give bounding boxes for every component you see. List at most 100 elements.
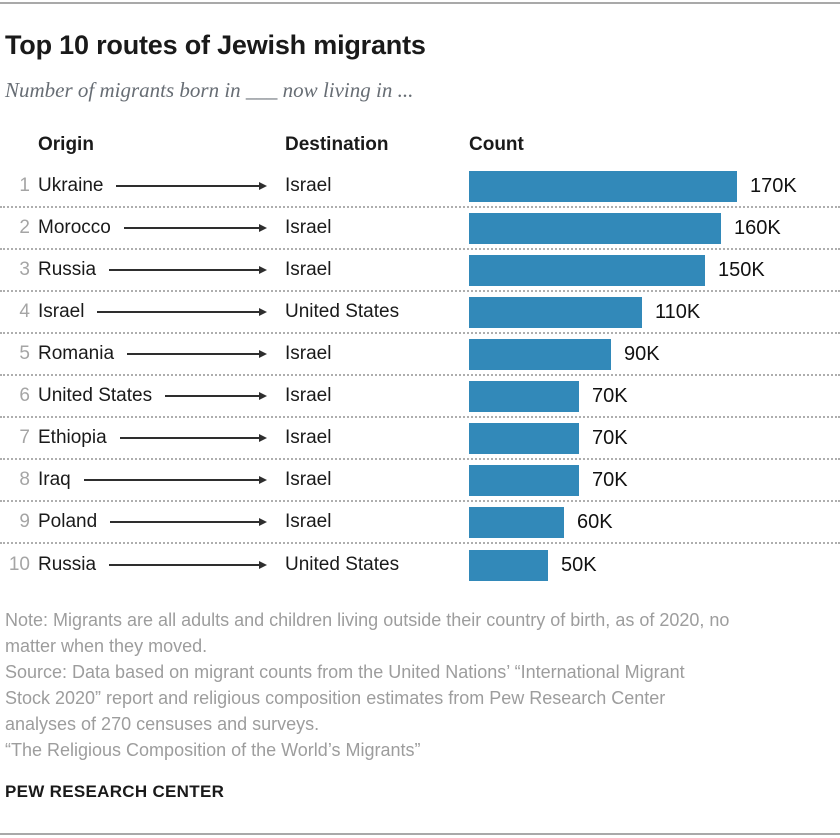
count-cell: 170K <box>469 170 840 202</box>
destination-label: Israel <box>285 343 332 364</box>
count-cell: 70K <box>469 464 840 496</box>
footnote-line: Stock 2020” report and religious composi… <box>5 688 666 708</box>
route-cell: Israel <box>30 301 277 323</box>
rank-number: 2 <box>19 217 30 238</box>
arrow-shaft <box>110 521 259 523</box>
arrow-head <box>259 266 267 274</box>
origin-label: Russia <box>38 554 97 575</box>
destination-label: Israel <box>285 511 332 532</box>
arrow-head <box>259 350 267 358</box>
destination-label: Israel <box>285 469 332 490</box>
right-arrow-icon <box>119 434 267 442</box>
count-cell: 60K <box>469 506 840 538</box>
count-label: 60K <box>577 510 613 533</box>
origin-label: Poland <box>38 511 98 532</box>
arrow-head <box>259 182 267 190</box>
origin-label: Israel <box>38 301 85 322</box>
route-cell: Morocco <box>30 217 277 239</box>
table-row: 6 United States Israel 70K <box>0 376 840 418</box>
count-label: 50K <box>561 553 597 576</box>
arrow-shaft <box>123 227 259 229</box>
count-label: 170K <box>750 174 797 197</box>
origin-label: Romania <box>38 343 115 364</box>
route-cell: Romania <box>30 343 277 365</box>
table-row: 4 Israel United States 110K <box>0 292 840 334</box>
arrow-shaft <box>109 269 259 271</box>
right-arrow-icon <box>110 518 267 526</box>
count-cell: 90K <box>469 338 840 370</box>
count-bar <box>469 296 642 328</box>
arrow-head <box>259 561 267 569</box>
rank-number: 8 <box>19 469 30 490</box>
count-bar <box>469 212 721 244</box>
rank-number: 7 <box>19 427 30 448</box>
count-label: 90K <box>624 342 660 365</box>
rank-number: 9 <box>19 511 30 532</box>
destination-label: Israel <box>285 259 332 280</box>
arrow-head <box>259 434 267 442</box>
footnote-line: “The Religious Composition of the World’… <box>5 740 421 760</box>
rank-number: 3 <box>19 259 30 280</box>
origin-column-header: Origin <box>38 134 94 155</box>
rank-number: 6 <box>19 385 30 406</box>
count-bar <box>469 506 564 538</box>
destination-label: Israel <box>285 427 332 448</box>
pew-research-center-wordmark: PEW RESEARCH CENTER <box>5 782 225 801</box>
chart-subtitle: Number of migrants born in ___ now livin… <box>5 78 414 102</box>
count-cell: 70K <box>469 380 840 412</box>
rank-number: 10 <box>8 554 30 575</box>
table-row: 9 Poland Israel 60K <box>0 502 840 544</box>
count-cell: 70K <box>469 422 840 454</box>
right-arrow-icon <box>109 266 267 274</box>
table-row: 3 Russia Israel 150K <box>0 250 840 292</box>
destination-label: Israel <box>285 175 332 196</box>
table-row: 7 Ethiopia Israel 70K <box>0 418 840 460</box>
count-bar <box>469 422 579 454</box>
table-row: 1 Ukraine Israel 170K <box>0 166 840 208</box>
right-arrow-icon <box>97 308 267 316</box>
arrow-head <box>259 224 267 232</box>
table-header: Origin Destination Count <box>0 130 840 160</box>
arrow-head <box>259 392 267 400</box>
arrow-shaft <box>97 311 259 313</box>
destination-label: United States <box>285 301 400 322</box>
destination-label: United States <box>285 554 400 575</box>
right-arrow-icon <box>116 182 267 190</box>
route-cell: Ethiopia <box>30 427 277 449</box>
bottom-rule <box>0 833 840 835</box>
count-label: 110K <box>655 300 701 323</box>
count-label: 70K <box>592 426 628 449</box>
count-cell: 160K <box>469 212 840 244</box>
routes-table-body: 1 Ukraine Israel 170K 2 Morocco <box>0 166 840 586</box>
origin-label: Russia <box>38 259 97 280</box>
route-cell: Ukraine <box>30 175 277 197</box>
count-bar <box>469 338 611 370</box>
destination-label: Israel <box>285 217 332 238</box>
arrow-shaft <box>165 395 259 397</box>
count-cell: 50K <box>469 549 840 581</box>
top-rule <box>0 2 840 4</box>
count-label: 150K <box>718 258 765 281</box>
route-cell: Russia <box>30 259 277 281</box>
rank-number: 4 <box>19 301 30 322</box>
destination-label: Israel <box>285 385 332 406</box>
right-arrow-icon <box>165 392 267 400</box>
count-cell: 110K <box>469 296 840 328</box>
count-bar <box>469 549 548 581</box>
destination-column-header: Destination <box>285 134 389 155</box>
arrow-head <box>259 476 267 484</box>
table-row: 2 Morocco Israel 160K <box>0 208 840 250</box>
arrow-shaft <box>83 479 259 481</box>
count-bar <box>469 254 705 286</box>
count-column-header: Count <box>469 134 524 155</box>
arrow-head <box>259 518 267 526</box>
route-cell: Iraq <box>30 469 277 491</box>
route-cell: United States <box>30 385 277 407</box>
count-cell: 150K <box>469 254 840 286</box>
arrow-shaft <box>119 437 259 439</box>
count-bar <box>469 170 737 202</box>
origin-label: Ukraine <box>38 175 104 196</box>
origin-label: Iraq <box>38 469 71 490</box>
arrow-head <box>259 308 267 316</box>
